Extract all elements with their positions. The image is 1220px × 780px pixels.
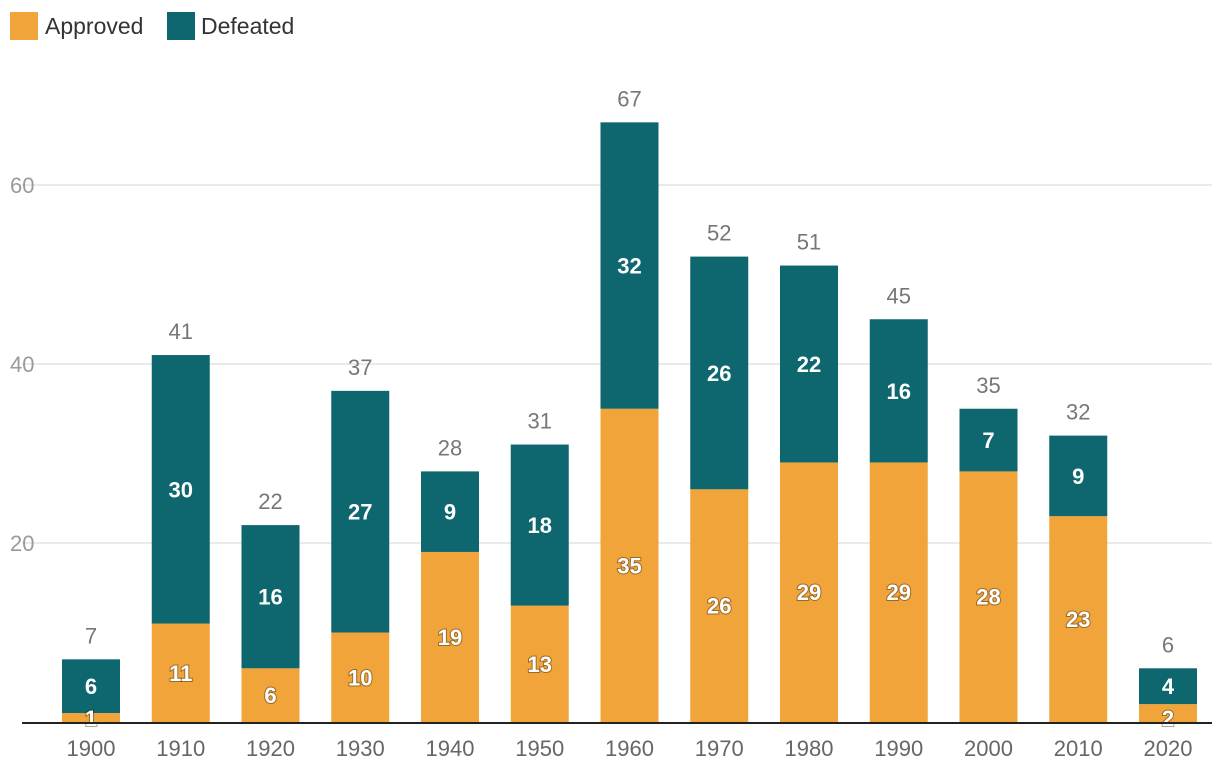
y-tick-label-60: 60 — [10, 173, 34, 198]
approved-value-label-1920: 6 — [264, 683, 276, 708]
defeated-value-label-1910: 30 — [169, 477, 193, 502]
y-tick-label-20: 20 — [10, 531, 34, 556]
approved-value-label-1900: 1 — [85, 706, 97, 731]
bar-approved-1990[interactable] — [869, 462, 928, 722]
x-tick-label-1990: 1990 — [874, 736, 923, 761]
bar-defeated-1970[interactable] — [690, 256, 749, 490]
bar-approved-1950[interactable] — [510, 605, 569, 722]
bar-approved-1910[interactable] — [151, 623, 210, 722]
x-tick-label-1920: 1920 — [246, 736, 295, 761]
x-tick-label-1960: 1960 — [605, 736, 654, 761]
legend-swatch-approved — [10, 12, 38, 40]
approved-value-label-1950: 13 — [528, 652, 552, 677]
total-label-1920: 22 — [258, 489, 282, 514]
bar-defeated-1950[interactable] — [510, 444, 569, 606]
y-axis-ticks: 20 40 60 — [10, 173, 34, 556]
bar-approved-1940[interactable] — [421, 551, 479, 722]
total-label-2010: 32 — [1066, 400, 1090, 425]
bar-defeated-1930[interactable] — [331, 390, 390, 633]
total-label-2000: 35 — [976, 373, 1000, 398]
defeated-value-label-1900: 6 — [85, 674, 97, 699]
approved-value-label-1910: 11 — [169, 661, 192, 686]
bar-approved-2000[interactable] — [959, 471, 1018, 722]
defeated-value-label-1980: 22 — [797, 352, 821, 377]
y-tick-label-40: 40 — [10, 352, 34, 377]
x-tick-label-2010: 2010 — [1054, 736, 1103, 761]
x-tick-label-1980: 1980 — [785, 736, 834, 761]
total-label-1960: 67 — [617, 86, 641, 111]
legend-item-approved[interactable]: Approved — [10, 12, 143, 40]
bar-approved-2020[interactable] — [1139, 704, 1197, 722]
legend-label-approved: Approved — [45, 13, 143, 39]
defeated-value-label-1930: 27 — [348, 500, 372, 525]
bar-approved-1930[interactable] — [331, 632, 390, 723]
x-tick-label-1910: 1910 — [156, 736, 205, 761]
bar-defeated-1940[interactable] — [421, 471, 479, 552]
bar-defeated-1900[interactable] — [62, 659, 120, 714]
bar-approved-2010[interactable] — [1049, 516, 1108, 722]
x-tick-label-2000: 2000 — [964, 736, 1013, 761]
approved-value-label-1990: 29 — [887, 580, 911, 605]
bar-defeated-1910[interactable] — [151, 355, 210, 624]
bar-defeated-2000[interactable] — [959, 408, 1018, 472]
legend-swatch-defeated — [167, 12, 195, 40]
total-label-1970: 52 — [707, 221, 731, 246]
approved-value-label-2010: 23 — [1066, 607, 1090, 632]
bar-defeated-2020[interactable] — [1139, 668, 1197, 705]
approved-value-label-1940: 19 — [438, 625, 462, 650]
approved-value-label-1970: 26 — [707, 594, 731, 619]
total-label-1900: 7 — [85, 623, 97, 648]
defeated-value-label-2000: 7 — [982, 428, 994, 453]
defeated-value-label-1950: 18 — [528, 513, 552, 538]
bar-defeated-2010[interactable] — [1049, 435, 1108, 517]
x-axis-ticks: 1900 1910 1920 1930 1940 1950 1960 1970 1980 1990… — [67, 736, 1193, 761]
x-tick-label-1940: 1940 — [426, 736, 475, 761]
approved-value-label-1930: 10 — [348, 665, 372, 690]
approved-value-label-1980: 29 — [797, 580, 821, 605]
bar-defeated-1960[interactable] — [600, 122, 659, 409]
defeated-value-label-1990: 16 — [887, 379, 911, 404]
defeated-value-label-2020: 4 — [1162, 674, 1175, 699]
x-tick-label-1970: 1970 — [695, 736, 744, 761]
approved-value-label-2000: 28 — [976, 585, 1000, 610]
legend: Approved Defeated — [10, 12, 294, 40]
total-label-1930: 37 — [348, 355, 372, 380]
approved-value-label-2020: 2 — [1162, 706, 1174, 731]
total-label-1950: 31 — [528, 409, 552, 434]
bar-defeated-1990[interactable] — [869, 319, 928, 463]
legend-item-defeated[interactable]: Defeated — [167, 12, 294, 40]
defeated-value-label-1970: 26 — [707, 361, 731, 386]
total-label-1990: 45 — [887, 283, 911, 308]
bar-approved-1920[interactable] — [241, 668, 300, 722]
x-tick-label-1930: 1930 — [336, 736, 385, 761]
total-label-1940: 28 — [438, 435, 462, 460]
approved-value-label-1960: 35 — [617, 553, 641, 578]
legend-label-defeated: Defeated — [201, 13, 294, 39]
defeated-value-label-2010: 9 — [1072, 464, 1084, 489]
x-tick-label-2020: 2020 — [1144, 736, 1193, 761]
bar-defeated-1980[interactable] — [780, 265, 838, 463]
total-labels: 7 41 22 37 28 31 67 52 51 45 35 32 6 — [85, 86, 1174, 657]
segment-labels: 1611306161027199131835322626292229162872… — [84, 254, 1175, 732]
total-label-1910: 41 — [169, 319, 193, 344]
defeated-value-label-1960: 32 — [617, 254, 641, 279]
x-tick-label-1900: 1900 — [67, 736, 116, 761]
bar-defeated-1920[interactable] — [241, 525, 300, 669]
defeated-value-label-1920: 16 — [258, 585, 282, 610]
bars — [62, 122, 1197, 722]
bar-approved-1960[interactable] — [600, 408, 659, 722]
total-label-2020: 6 — [1162, 632, 1174, 657]
x-tick-label-1950: 1950 — [515, 736, 564, 761]
bar-approved-1980[interactable] — [780, 462, 838, 722]
defeated-value-label-1940: 9 — [444, 500, 456, 525]
bar-approved-1970[interactable] — [690, 489, 749, 722]
total-label-1980: 51 — [797, 230, 821, 255]
bar-approved-1900[interactable] — [62, 713, 120, 722]
